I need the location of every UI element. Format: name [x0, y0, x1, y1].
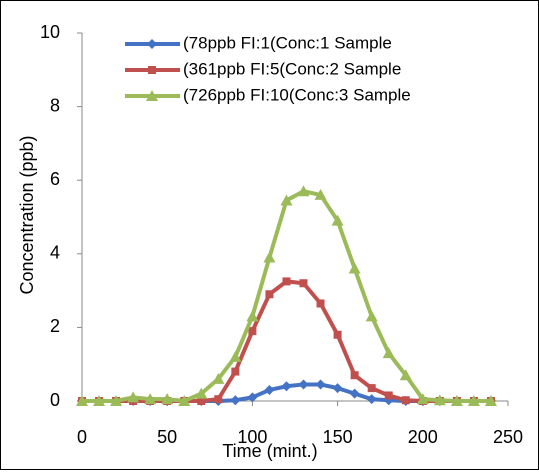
marker — [331, 214, 344, 226]
x-tick-label: 200 — [408, 427, 438, 447]
marker — [367, 384, 376, 393]
marker — [93, 395, 106, 406]
y-axis-label: Concentration (ppb) — [17, 135, 37, 294]
marker — [382, 347, 395, 359]
y-tick-label: 10 — [40, 22, 60, 42]
legend-label: (726ppb FI:10(Conc:3 Sample — [183, 85, 411, 104]
marker — [197, 397, 206, 405]
marker — [315, 379, 326, 390]
marker — [281, 381, 292, 392]
marker — [348, 262, 361, 274]
x-tick-label: 250 — [493, 427, 523, 447]
x-tick-label: 50 — [157, 427, 177, 447]
y-tick-label: 0 — [50, 390, 60, 410]
marker — [384, 391, 393, 400]
marker — [265, 290, 274, 299]
marker — [127, 391, 140, 403]
x-tick-label: 150 — [323, 427, 353, 447]
marker — [229, 350, 242, 362]
marker — [263, 251, 276, 263]
marker — [314, 188, 327, 200]
x-tick-label: 100 — [237, 427, 267, 447]
marker — [365, 310, 378, 322]
marker — [297, 185, 310, 197]
marker — [299, 279, 308, 288]
legend-label: (78ppb FI:1(Conc:1 Sample — [183, 33, 392, 52]
marker — [195, 387, 208, 399]
marker — [349, 388, 360, 399]
marker — [280, 194, 293, 206]
marker — [467, 395, 480, 406]
marker — [178, 395, 191, 406]
marker — [147, 39, 157, 49]
marker — [433, 394, 446, 406]
marker — [350, 371, 359, 380]
marker — [246, 310, 259, 322]
marker — [144, 393, 157, 405]
marker — [366, 394, 377, 405]
y-tick-label: 2 — [50, 316, 60, 336]
marker — [230, 395, 241, 406]
marker — [148, 66, 156, 74]
marker — [161, 393, 174, 405]
x-axis-label: Time (mint.) — [222, 441, 317, 461]
y-tick-label: 8 — [50, 95, 60, 115]
marker — [399, 369, 412, 381]
y-tick-label: 6 — [50, 169, 60, 189]
marker — [401, 396, 410, 405]
marker — [231, 367, 240, 376]
marker — [214, 395, 223, 404]
marker — [212, 372, 225, 384]
marker — [110, 395, 123, 406]
marker — [484, 395, 497, 406]
marker — [332, 383, 343, 394]
marker — [298, 379, 309, 390]
marker — [316, 299, 325, 308]
marker — [450, 395, 463, 406]
marker — [248, 327, 257, 336]
marker — [333, 330, 342, 339]
marker — [247, 392, 258, 403]
marker — [282, 277, 291, 286]
marker — [416, 393, 429, 405]
legend-label: (361ppb FI:5(Conc:2 Sample — [183, 59, 401, 78]
x-tick-label: 0 — [77, 427, 87, 447]
y-tick-label: 4 — [50, 243, 60, 263]
marker — [264, 384, 275, 395]
marker — [76, 395, 88, 406]
marker — [146, 90, 158, 101]
